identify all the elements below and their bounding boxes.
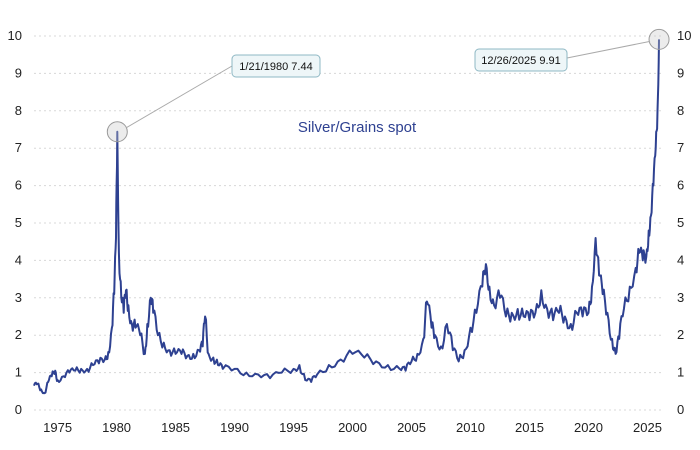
- x-tick-label: 1985: [161, 420, 190, 435]
- x-tick-label: 2015: [515, 420, 544, 435]
- y-tick-label-left: 5: [15, 215, 22, 230]
- x-tick-label: 1995: [279, 420, 308, 435]
- y-axis-right: 0 1 2 3 4 5 6 7 8 9 10: [677, 28, 691, 417]
- x-tick-label: 2010: [456, 420, 485, 435]
- y-tick-label-right: 5: [677, 215, 684, 230]
- y-axis-left: 0 1 2 3 4 5 6 7 8 9 10: [8, 28, 22, 417]
- y-tick-label-right: 8: [677, 103, 684, 118]
- y-tick-label-right: 10: [677, 28, 691, 43]
- x-tick-label: 1975: [43, 420, 72, 435]
- gridlines: [34, 35, 664, 411]
- callout-label: 12/26/2025 9.91: [481, 55, 561, 67]
- x-tick-label: 1990: [220, 420, 249, 435]
- peak-marker: [106, 121, 128, 143]
- y-tick-label-left: 8: [15, 103, 22, 118]
- y-tick-label-left: 7: [15, 140, 22, 155]
- series-layer: [33, 39, 660, 395]
- x-axis: 1975 1980 1985 1990 1995 2000 2005 2010 2015 2020…: [43, 420, 662, 435]
- y-tick-label-right: 9: [677, 65, 684, 80]
- y-tick-label-right: 2: [677, 327, 684, 342]
- callout-box: [231, 54, 321, 78]
- y-tick-label-left: 6: [15, 178, 22, 193]
- y-tick-label-right: 1: [677, 365, 684, 380]
- y-tick-label-right: 3: [677, 290, 684, 305]
- y-tick-label-left: 1: [15, 365, 22, 380]
- x-tick-label: 2020: [574, 420, 603, 435]
- y-tick-label-left: 2: [15, 327, 22, 342]
- x-tick-label: 1980: [102, 420, 131, 435]
- x-tick-label: 2025: [633, 420, 662, 435]
- callout-leader: [126, 65, 233, 129]
- y-tick-label-left: 4: [15, 252, 22, 267]
- y-tick-label-right: 7: [677, 140, 684, 155]
- callout-box: [474, 48, 568, 72]
- y-tick-label-left: 10: [8, 28, 22, 43]
- y-tick-label-left: 0: [15, 402, 22, 417]
- callout-label: 1/21/1980 7.44: [239, 61, 312, 73]
- y-tick-label-right: 0: [677, 402, 684, 417]
- y-tick-label-right: 4: [677, 252, 684, 267]
- callouts-layer: 1/21/1980 7.44 12/26/2025 9.91: [106, 28, 670, 143]
- series-label: Silver/Grains spot: [298, 119, 417, 136]
- x-tick-label: 2005: [397, 420, 426, 435]
- peak-marker: [648, 28, 670, 50]
- x-tick-label: 2000: [338, 420, 367, 435]
- y-tick-label-right: 6: [677, 178, 684, 193]
- y-tick-label-left: 3: [15, 290, 22, 305]
- series-line: [33, 39, 660, 395]
- callout-leader: [566, 40, 651, 59]
- y-tick-label-left: 9: [15, 65, 22, 80]
